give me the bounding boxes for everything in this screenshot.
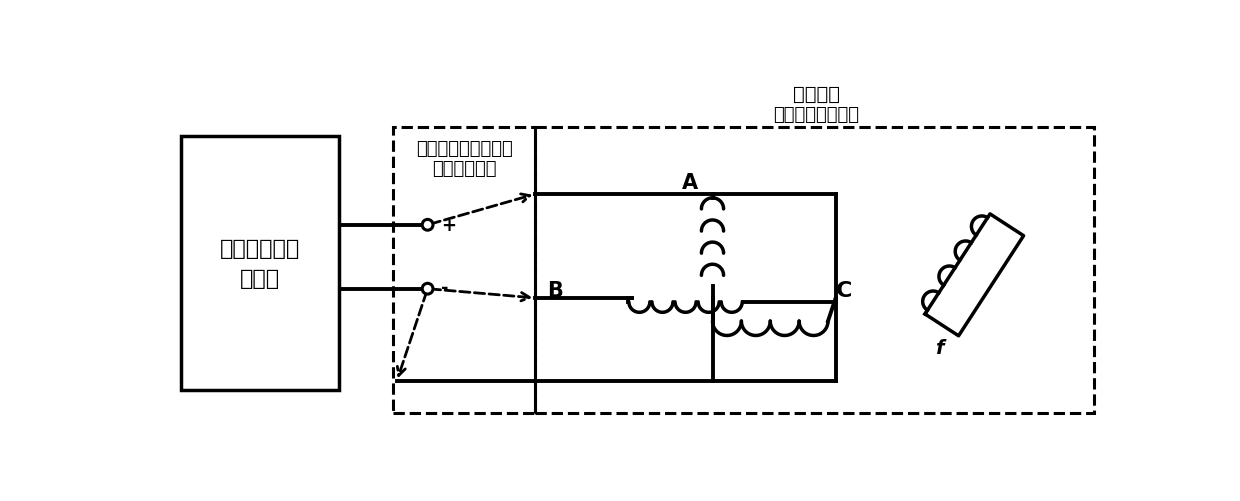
Circle shape	[422, 284, 433, 295]
Text: 直流阶跃电压: 直流阶跃电压	[432, 160, 496, 178]
Circle shape	[422, 220, 433, 231]
Text: C: C	[836, 281, 852, 301]
Text: （转子位置任意）: （转子位置任意）	[774, 106, 859, 124]
Bar	[393, 128, 536, 414]
Text: f: f	[935, 339, 944, 358]
Text: +: +	[441, 216, 456, 234]
Text: -: -	[441, 279, 449, 297]
Bar	[181, 137, 339, 391]
Text: 每两相之间施加一次: 每两相之间施加一次	[415, 140, 512, 158]
Text: 同步电机: 同步电机	[792, 85, 839, 104]
Text: 直流阶跃电压
发生器: 直流阶跃电压 发生器	[219, 239, 300, 289]
Text: A: A	[682, 173, 698, 193]
Bar	[536, 128, 1094, 414]
Text: B: B	[547, 281, 563, 301]
